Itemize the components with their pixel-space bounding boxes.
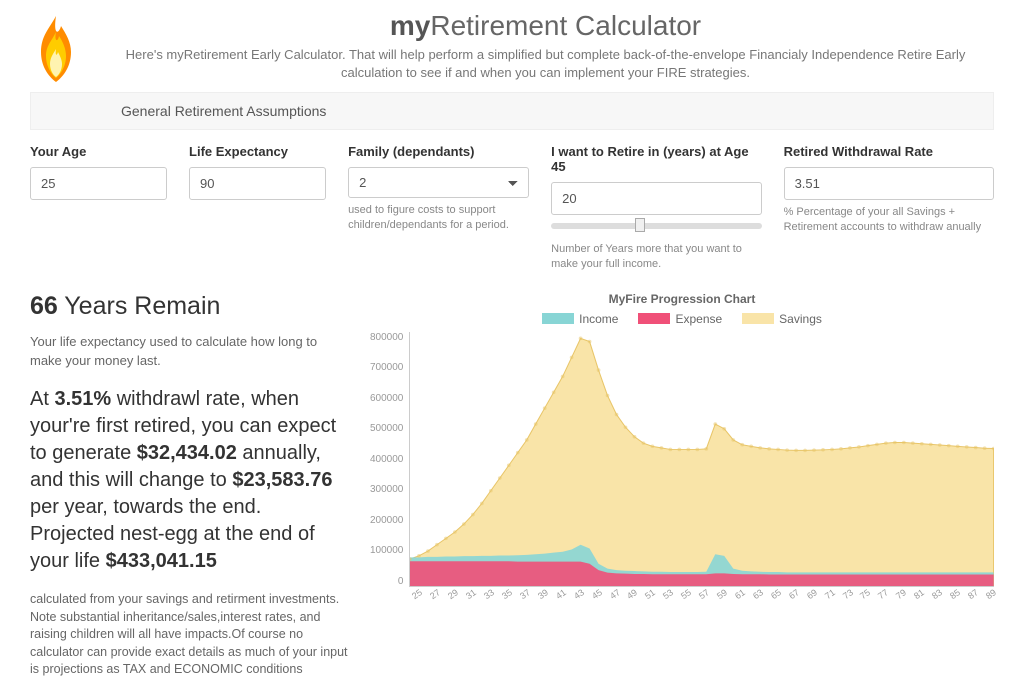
years-remain: 66 Years Remain — [30, 292, 350, 321]
withdrawal-label: Retired Withdrawal Rate — [784, 144, 994, 159]
chart-legend: Income Expense Savings — [370, 312, 994, 326]
chart-svg — [410, 332, 994, 586]
chart-plot: 2527293133353739414345474951535557596163… — [409, 332, 994, 587]
retire-help: Number of Years more that you want to ma… — [551, 242, 761, 272]
legend-label: Savings — [779, 312, 822, 326]
family-select[interactable]: 2 — [348, 167, 529, 198]
legend-swatch — [742, 313, 774, 324]
y-axis: 8000007000006000005000004000003000002000… — [370, 332, 409, 587]
withdrawal-help: % Percentage of your all Savings + Retir… — [784, 205, 994, 235]
summary-panel: 66 Years Remain Your life expectancy use… — [30, 292, 350, 679]
age-label: Your Age — [30, 144, 167, 159]
inputs-row: Your Age Life Expectancy Family (dependa… — [30, 144, 994, 272]
life-desc: Your life expectancy used to calculate h… — [30, 333, 350, 371]
retire-input[interactable] — [551, 182, 761, 215]
family-label: Family (dependants) — [348, 144, 529, 159]
legend-swatch — [638, 313, 670, 324]
header: myRetirement Calculator Here's myRetirem… — [30, 10, 994, 84]
page-subtitle: Here's myRetirement Early Calculator. Th… — [97, 46, 994, 82]
chart-title: MyFire Progression Chart — [370, 292, 994, 306]
page-title: myRetirement Calculator — [97, 10, 994, 42]
withdrawal-input[interactable] — [784, 167, 994, 200]
legend-swatch — [542, 313, 574, 324]
projection-text: At 3.51% withdrawl rate, when your're fi… — [30, 386, 350, 575]
retire-slider[interactable] — [551, 223, 761, 229]
legend-label: Expense — [675, 312, 722, 326]
life-expectancy-label: Life Expectancy — [189, 144, 326, 159]
family-help: used to figure costs to support children… — [348, 203, 529, 233]
flame-icon — [30, 14, 82, 84]
x-axis: 2527293133353739414345474951535557596163… — [410, 593, 994, 603]
chart-panel: MyFire Progression Chart Income Expense Sa… — [370, 292, 994, 679]
life-expectancy-input[interactable] — [189, 167, 326, 200]
retire-label: I want to Retire in (years) at Age 45 — [551, 144, 761, 174]
assumptions-header: General Retirement Assumptions — [30, 92, 994, 130]
age-input[interactable] — [30, 167, 167, 200]
footnote: calculated from your savings and retirme… — [30, 591, 350, 679]
legend-label: Income — [579, 312, 618, 326]
retire-slider-thumb[interactable] — [635, 218, 645, 232]
